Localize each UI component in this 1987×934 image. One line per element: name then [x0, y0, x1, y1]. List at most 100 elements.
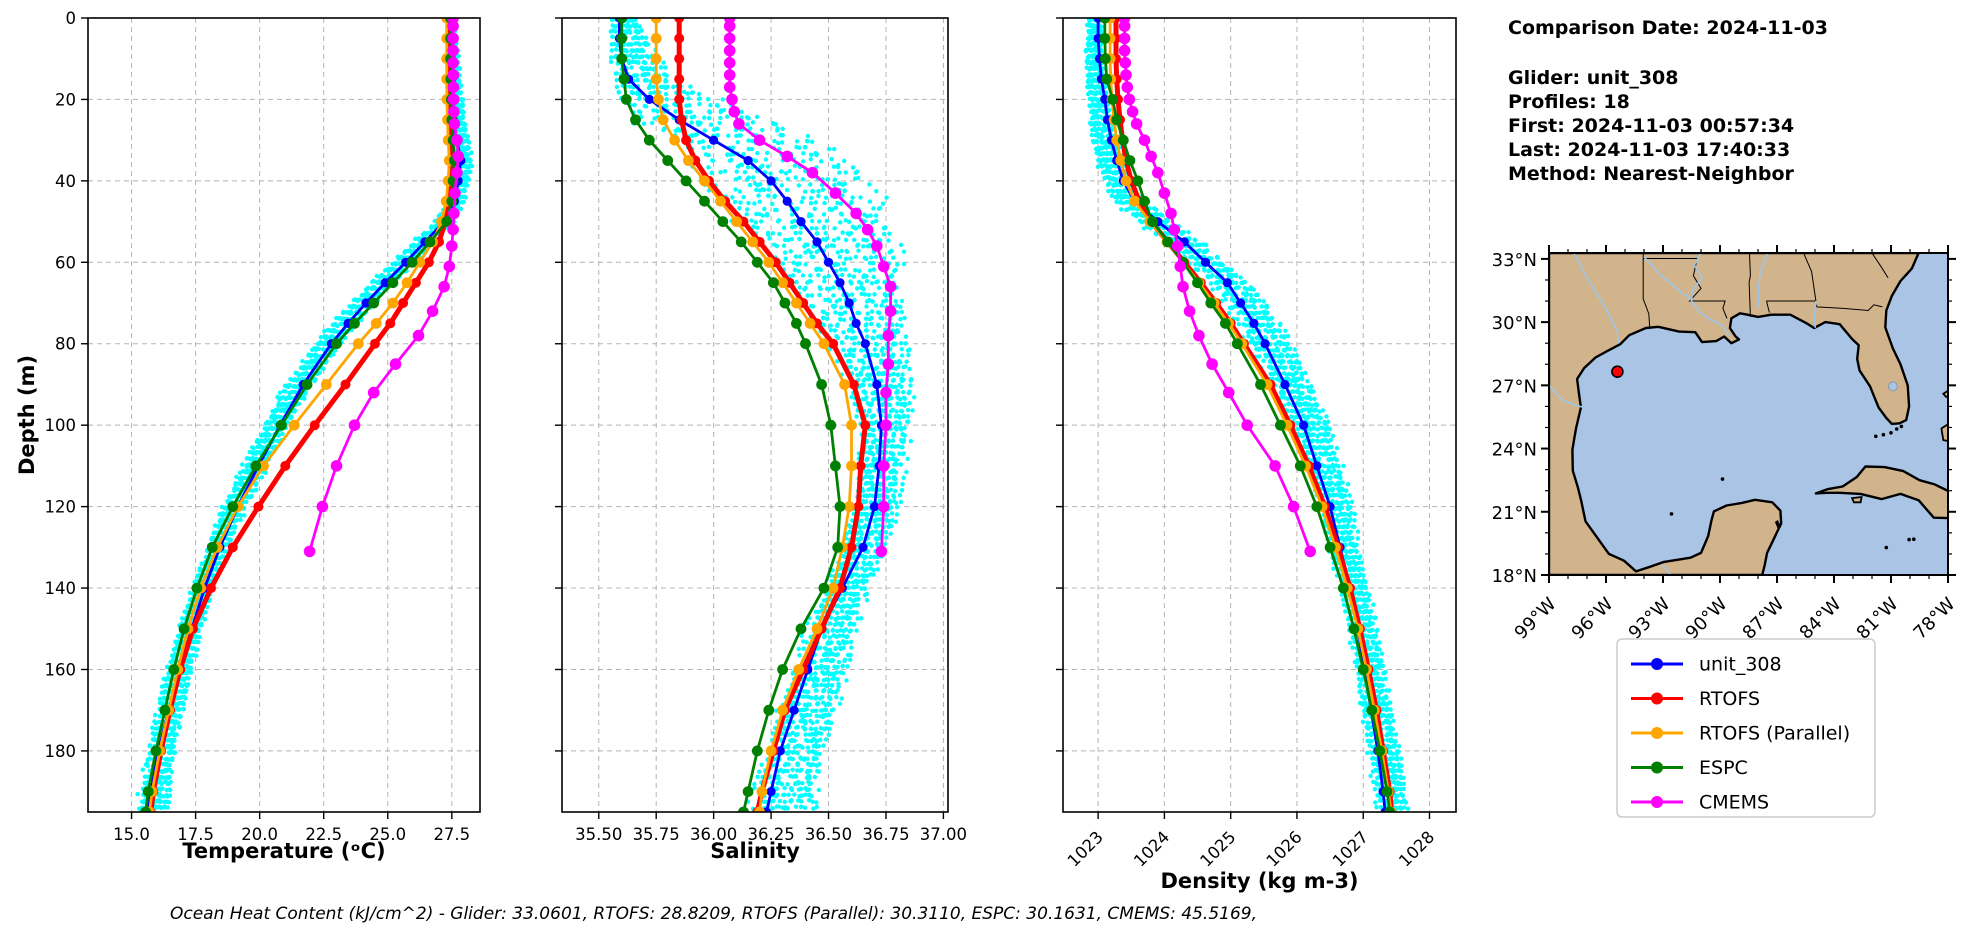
map-lon-label: 90°W [1682, 594, 1732, 644]
islet [1894, 427, 1899, 431]
series-cmems [723, 18, 897, 558]
map-ticks [1541, 245, 1956, 583]
first-profile-time: First: 2024-11-03 00:57:34 [1508, 115, 1795, 137]
map-lon-label: 87°W [1739, 594, 1789, 644]
legend-item-rtofs-parallel-: RTOFS (Parallel) [1631, 723, 1850, 745]
depth-tick-label: 0 [66, 9, 77, 28]
state-border [1688, 258, 1728, 319]
map-lat-label: 30°N [1492, 313, 1537, 334]
density-y-ticks [1056, 17, 1063, 752]
depth-tick-label: 60 [55, 253, 76, 272]
temperature-grid [88, 17, 480, 812]
islet [1669, 512, 1674, 516]
salinity-xtick-label: 36.00 [690, 825, 737, 844]
last-profile-time: Last: 2024-11-03 17:40:33 [1508, 139, 1791, 161]
temperature-xtick-label: 22.5 [305, 825, 342, 844]
temperature-x-ticks [130, 812, 453, 819]
info-spacer [1508, 40, 1828, 66]
islet [1899, 424, 1904, 429]
map-area [1549, 253, 1948, 575]
lake-okeechobee [1887, 381, 1898, 392]
salinity-xtick-label: 35.50 [575, 825, 622, 844]
temperature-xtick-label: 25.0 [369, 825, 406, 844]
islet [1884, 545, 1889, 550]
river [1757, 253, 1769, 308]
legend-label: unit_308 [1699, 654, 1782, 676]
map-lat-label: 18°N [1492, 566, 1537, 587]
density-xtick-label: 1024 [1130, 827, 1173, 870]
state-border [1803, 253, 1817, 302]
series-line-rtofs_parallel [1108, 18, 1393, 812]
depth-tick-label: 40 [55, 172, 76, 191]
glider-name: Glider: unit_308 [1508, 67, 1679, 89]
legend-label: ESPC [1699, 757, 1748, 779]
glider-scatter [1083, 18, 1411, 811]
salinity-plot-area [608, 18, 917, 812]
density-plot-area [1083, 18, 1411, 812]
salinity-xtick-label: 36.75 [862, 825, 909, 844]
island [1774, 519, 1782, 529]
river [1572, 253, 1620, 344]
river [1661, 564, 1672, 575]
river [1813, 300, 1817, 328]
density-x-ticks [1097, 812, 1431, 819]
map-lat-label: 27°N [1492, 376, 1537, 397]
density-xtick-label: 1026 [1263, 827, 1306, 870]
legend-box [1616, 638, 1876, 818]
river [1690, 253, 1731, 337]
salinity-frame [561, 17, 949, 813]
map-lon-label: 99°W [1511, 594, 1561, 644]
salinity-axis-label: Salinity [710, 839, 800, 863]
depth-tick-label: 180 [45, 742, 77, 761]
density-xtick-label: 1027 [1329, 827, 1372, 870]
depth-tick-label: 20 [55, 90, 76, 109]
temperature-frame [87, 17, 481, 813]
island [1940, 423, 1948, 442]
salinity-x-ticks [598, 812, 945, 819]
mainland [1549, 253, 1920, 575]
map-lon-label: 84°W [1796, 594, 1846, 644]
info-panel: Comparison Date: 2024-11-03 Glider: unit… [1508, 16, 1828, 186]
salinity-y-ticks [555, 17, 562, 752]
temperature-plot-area [135, 18, 475, 812]
islet [1874, 434, 1878, 439]
state-border [1766, 300, 1883, 312]
comparison-date: Comparison Date: 2024-11-03 [1508, 17, 1828, 39]
legend: unit_308 RTOFS RTOFS (Parallel) ESPC CMEMS [1616, 638, 1876, 818]
legend-item-espc: ESPC [1631, 757, 1748, 779]
density-frame [1062, 17, 1457, 813]
legend-item-unit-308: unit_308 [1631, 654, 1782, 676]
density-panel: 1023 1024 1025 1026 1027 1028 Density (kg m-3) [1056, 17, 1457, 893]
map-lon-label: 78°W [1910, 594, 1960, 644]
river [1549, 384, 1584, 409]
temperature-xtick-label: 17.5 [177, 825, 214, 844]
legend-marker-sample [1651, 658, 1663, 670]
series-line-rtofs_parallel [148, 18, 451, 812]
temperature-panel: 15.0 17.5 20.0 22.5 25.0 27.5 0 20 40 60 80 100 120 1… [15, 9, 481, 863]
series-rtofs [1111, 18, 1397, 812]
depth-tick-label: 160 [45, 660, 77, 679]
legend-marker-sample [1651, 727, 1663, 739]
map-frame [1548, 252, 1949, 576]
depth-tick-label: 80 [55, 335, 76, 354]
series-cmems [1118, 18, 1316, 558]
map-lon-label: 93°W [1625, 594, 1675, 644]
salinity-panel: 35.50 35.75 36.00 36.25 36.50 36.75 37.00 Salin… [555, 17, 967, 863]
depth-axis-label: Depth (m) [15, 355, 39, 475]
islet [1720, 477, 1725, 481]
series-line-rtofs [1113, 18, 1395, 812]
state-border [1642, 253, 1651, 328]
state-border [1871, 253, 1889, 279]
series-rtofs_parallel [1104, 18, 1397, 812]
glider-location-marker [1611, 365, 1624, 378]
series-espc [140, 18, 460, 812]
legend-label: CMEMS [1699, 792, 1769, 814]
series-line-espc [144, 18, 456, 812]
river [1643, 256, 1692, 301]
profiles-count: Profiles: 18 [1508, 91, 1630, 113]
islet [1881, 432, 1886, 437]
depth-tick-label: 120 [45, 498, 77, 517]
temperature-xtick-label: 20.0 [241, 825, 278, 844]
legend-label: RTOFS [1699, 688, 1760, 710]
legend-item-rtofs: RTOFS [1631, 688, 1760, 710]
